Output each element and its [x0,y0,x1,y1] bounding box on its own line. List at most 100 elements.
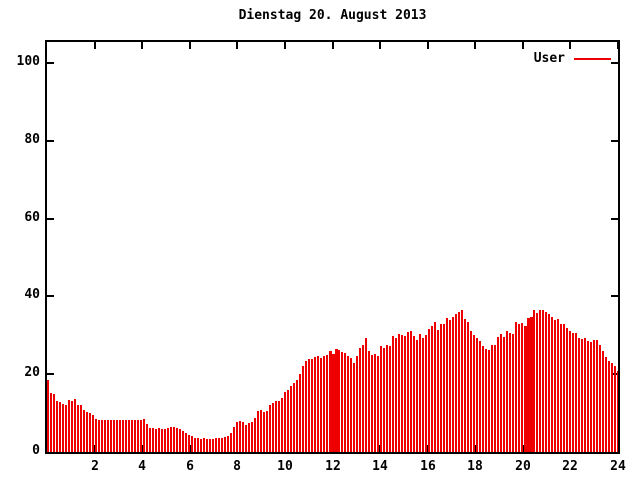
y-tick-left [47,295,54,297]
x-tick-top [617,42,618,49]
x-axis-label: 6 [186,459,194,474]
bar [179,429,181,452]
bar [95,419,97,452]
bar [224,437,226,452]
bar [524,326,527,452]
bar [218,438,220,452]
bar [107,420,109,452]
bar [362,345,364,452]
bar [434,322,436,452]
bar [599,345,601,452]
bar [548,314,550,452]
bar [554,320,556,452]
y-tick-right [611,62,618,64]
bar [470,331,472,452]
x-tick-top [474,42,476,49]
bar [203,438,205,452]
bar [494,345,496,452]
bar [353,363,355,452]
bar [215,438,217,452]
bar [320,358,322,452]
bar [383,348,385,452]
bar [446,318,448,452]
bar [254,418,256,452]
bar [551,317,553,452]
bar [269,405,271,452]
bar [473,335,475,452]
bar [491,345,493,452]
x-tick-top [427,42,429,49]
bar [257,411,259,452]
x-tick-top [189,42,191,49]
y-tick-left [47,140,54,142]
bar [527,318,530,452]
bar [464,319,466,452]
bar [404,336,406,452]
bar [428,329,430,452]
y-axis-label: 100 [16,54,40,69]
legend-line-sample-icon [574,57,611,60]
bar [380,346,382,452]
bar [512,334,514,452]
x-axis-label: 14 [372,459,388,474]
bar [506,331,508,452]
bar [326,355,328,452]
bar [62,404,64,452]
bar [359,348,361,452]
bar [455,314,457,452]
x-tick-top [522,42,524,49]
y-tick-left [47,373,54,375]
x-axis-label: 16 [420,459,436,474]
bar [296,380,298,452]
bar [128,420,130,452]
y-tick-right [611,140,618,142]
bar [80,405,82,452]
bar [422,338,424,452]
bar [158,428,160,452]
bar [569,331,571,452]
bar [557,319,559,452]
bar [542,310,544,452]
bar [50,393,52,452]
bar [197,438,199,452]
bar [194,438,196,452]
bar [251,422,253,452]
x-axis-label: 24 [610,459,626,474]
bar [242,422,244,452]
bar [338,350,340,452]
bar [392,336,394,452]
bar [518,324,520,452]
bar [590,342,592,452]
bar [332,354,335,452]
bar [101,420,103,452]
bar [500,334,502,452]
bar [227,436,229,452]
bar [425,335,427,452]
bar [176,428,178,452]
bar [140,420,142,452]
bar [125,420,127,452]
bar [53,394,55,452]
x-axis-label: 20 [515,459,531,474]
bar [209,439,211,452]
bar [248,423,250,452]
bar [68,400,70,452]
bar [161,429,163,452]
x-tick-top [141,42,143,49]
bar [260,410,262,452]
bar [602,351,604,452]
bar [92,415,94,452]
bar [509,333,511,452]
bar [536,313,538,452]
bar [560,324,562,452]
bar [164,429,166,452]
bar [611,363,613,452]
y-axis-label: 40 [24,287,40,302]
bar [566,328,568,452]
x-axis-label: 18 [467,459,483,474]
bar [533,310,535,452]
bar [146,424,148,452]
bar [275,401,277,452]
bar [389,346,391,452]
